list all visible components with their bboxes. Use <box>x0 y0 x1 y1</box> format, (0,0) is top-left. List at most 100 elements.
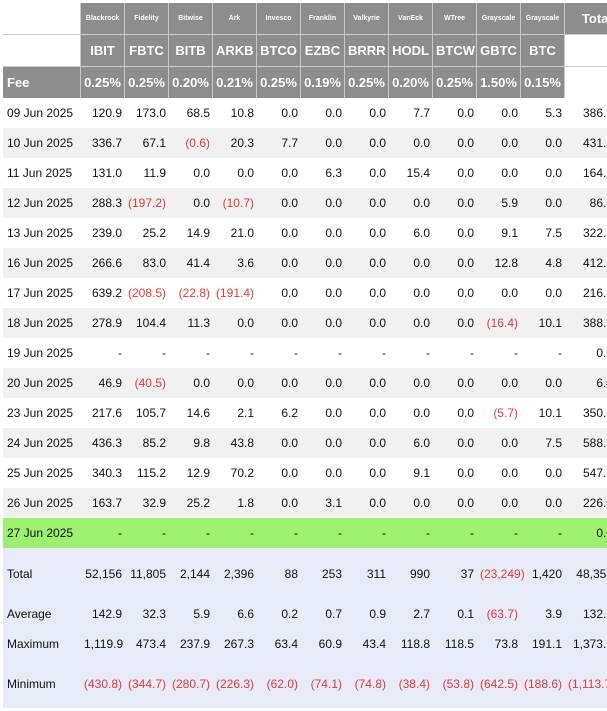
flow-value: 0.0 <box>169 188 213 218</box>
flow-value: 0.0 <box>521 128 565 158</box>
summary-value: 11,805 <box>125 548 169 600</box>
flow-value: 10.1 <box>521 398 565 428</box>
summary-value: (642.5) <box>477 660 521 708</box>
flow-value: 0.0 <box>345 278 389 308</box>
summary-value: 0.2 <box>257 600 301 628</box>
flow-value: - <box>521 338 565 368</box>
flow-value: 20.3 <box>213 128 257 158</box>
flow-value: 21.0 <box>213 218 257 248</box>
flow-value: 0.0 <box>169 158 213 188</box>
flow-value: - <box>213 518 257 548</box>
flow-value: (10.7) <box>213 188 257 218</box>
flow-value: 10.8 <box>213 98 257 128</box>
issuer-header: VanEck <box>389 3 433 34</box>
flow-value: - <box>521 518 565 548</box>
summary-value: (74.1) <box>301 660 345 708</box>
issuer-header: Grayscale <box>521 3 565 34</box>
summary-value: 2.7 <box>389 600 433 628</box>
flow-value: 0.0 <box>477 158 521 188</box>
flow-value: 173.0 <box>125 98 169 128</box>
summary-value: 267.3 <box>213 628 257 660</box>
summary-value: (38.4) <box>389 660 433 708</box>
summary-value: 0.7 <box>301 600 345 628</box>
flow-value: 67.1 <box>125 128 169 158</box>
flow-value: 12.9 <box>169 458 213 488</box>
daily-flows-body: 09 Jun 2025 120.9 173.0 68.5 10.8 0.0 0.0 0.0 7.… <box>3 98 607 708</box>
flow-value: 0.0 <box>345 428 389 458</box>
table-row: 20 Jun 2025 46.9 (40.5) 0.0 0.0 0.0 0.0 0.0 0.0 0… <box>3 368 607 398</box>
summary-row: Total 52,156 11,805 2,144 2,396 88 253 311 990 37… <box>3 548 607 600</box>
flow-value: 7.5 <box>521 428 565 458</box>
flow-value: 0.0 <box>257 218 301 248</box>
row-date: 10 Jun 2025 <box>3 128 81 158</box>
flow-value: 0.0 <box>477 98 521 128</box>
flow-value: 0.0 <box>301 308 345 338</box>
summary-label: Minimum <box>3 660 81 708</box>
row-date: 23 Jun 2025 <box>3 398 81 428</box>
flow-value: - <box>477 338 521 368</box>
flow-value: 0.0 <box>345 458 389 488</box>
summary-value: 73.8 <box>477 628 521 660</box>
flow-value: - <box>389 518 433 548</box>
row-total: 216.5 <box>565 278 607 308</box>
total-column-header: Total <box>565 3 607 34</box>
flow-value: 0.0 <box>389 308 433 338</box>
flow-value: (40.5) <box>125 368 169 398</box>
flow-value: 7.7 <box>389 98 433 128</box>
ticker-header: FBTC <box>125 34 169 66</box>
fee-label: Fee <box>3 66 81 98</box>
table-row: 25 Jun 2025 340.3 115.2 12.9 70.2 0.0 0.0 0.0 9.… <box>3 458 607 488</box>
flow-value: 0.0 <box>477 128 521 158</box>
flow-value: (197.2) <box>125 188 169 218</box>
flow-value: 0.0 <box>301 428 345 458</box>
flow-value: 0.0 <box>521 188 565 218</box>
flow-value: 0.0 <box>257 458 301 488</box>
summary-value: (53.8) <box>433 660 477 708</box>
summary-value: 0.9 <box>345 600 389 628</box>
table-row: 23 Jun 2025 217.6 105.7 14.6 2.1 6.2 0.0 0.0 0.0… <box>3 398 607 428</box>
ticker-header: BTC <box>521 34 565 66</box>
flow-value: 0.0 <box>433 278 477 308</box>
flow-value: 6.0 <box>389 428 433 458</box>
fee-value: 0.25% <box>125 66 169 98</box>
row-date: 18 Jun 2025 <box>3 308 81 338</box>
row-date: 27 Jun 2025 <box>3 518 81 548</box>
summary-value: 43.4 <box>345 628 389 660</box>
summary-value: 32.3 <box>125 600 169 628</box>
row-date: 24 Jun 2025 <box>3 428 81 458</box>
flow-value: 0.0 <box>433 218 477 248</box>
summary-value: 311 <box>345 548 389 600</box>
summary-row: Maximum 1,119.9 473.4 237.9 267.3 63.4 60.9 43.… <box>3 628 607 660</box>
summary-row: Average 142.9 32.3 5.9 6.6 0.2 0.7 0.9 2.7 0.1 (63… <box>3 600 607 628</box>
flow-value: - <box>345 518 389 548</box>
row-total: 412.2 <box>565 248 607 278</box>
flow-value: 68.5 <box>169 98 213 128</box>
flow-value: 0.0 <box>345 248 389 278</box>
flow-value: 0.0 <box>433 458 477 488</box>
flow-value: 105.7 <box>125 398 169 428</box>
flow-value: 46.9 <box>81 368 125 398</box>
summary-value: (226.3) <box>213 660 257 708</box>
flow-value: 0.0 <box>257 488 301 518</box>
row-total: 226.7 <box>565 488 607 518</box>
flow-value: 43.8 <box>213 428 257 458</box>
flow-value: 104.4 <box>125 308 169 338</box>
fee-value: 0.20% <box>389 66 433 98</box>
summary-value: 6.6 <box>213 600 257 628</box>
row-total: 6.4 <box>565 368 607 398</box>
row-date: 17 Jun 2025 <box>3 278 81 308</box>
ticker-header: IBIT <box>81 34 125 66</box>
flow-value: - <box>345 338 389 368</box>
flow-value: 0.0 <box>433 488 477 518</box>
ticker-header: BTCW <box>433 34 477 66</box>
row-total: 588.6 <box>565 428 607 458</box>
summary-label: Maximum <box>3 628 81 660</box>
flow-value: 0.0 <box>257 278 301 308</box>
flow-value: 4.8 <box>521 248 565 278</box>
flow-value: 14.6 <box>169 398 213 428</box>
summary-row: Minimum (430.8) (344.7) (280.7) (226.3) (62.0… <box>3 660 607 708</box>
summary-value: 142.9 <box>81 600 125 628</box>
flow-value: 3.6 <box>213 248 257 278</box>
flow-value: 0.0 <box>301 128 345 158</box>
flow-value: 0.0 <box>433 128 477 158</box>
